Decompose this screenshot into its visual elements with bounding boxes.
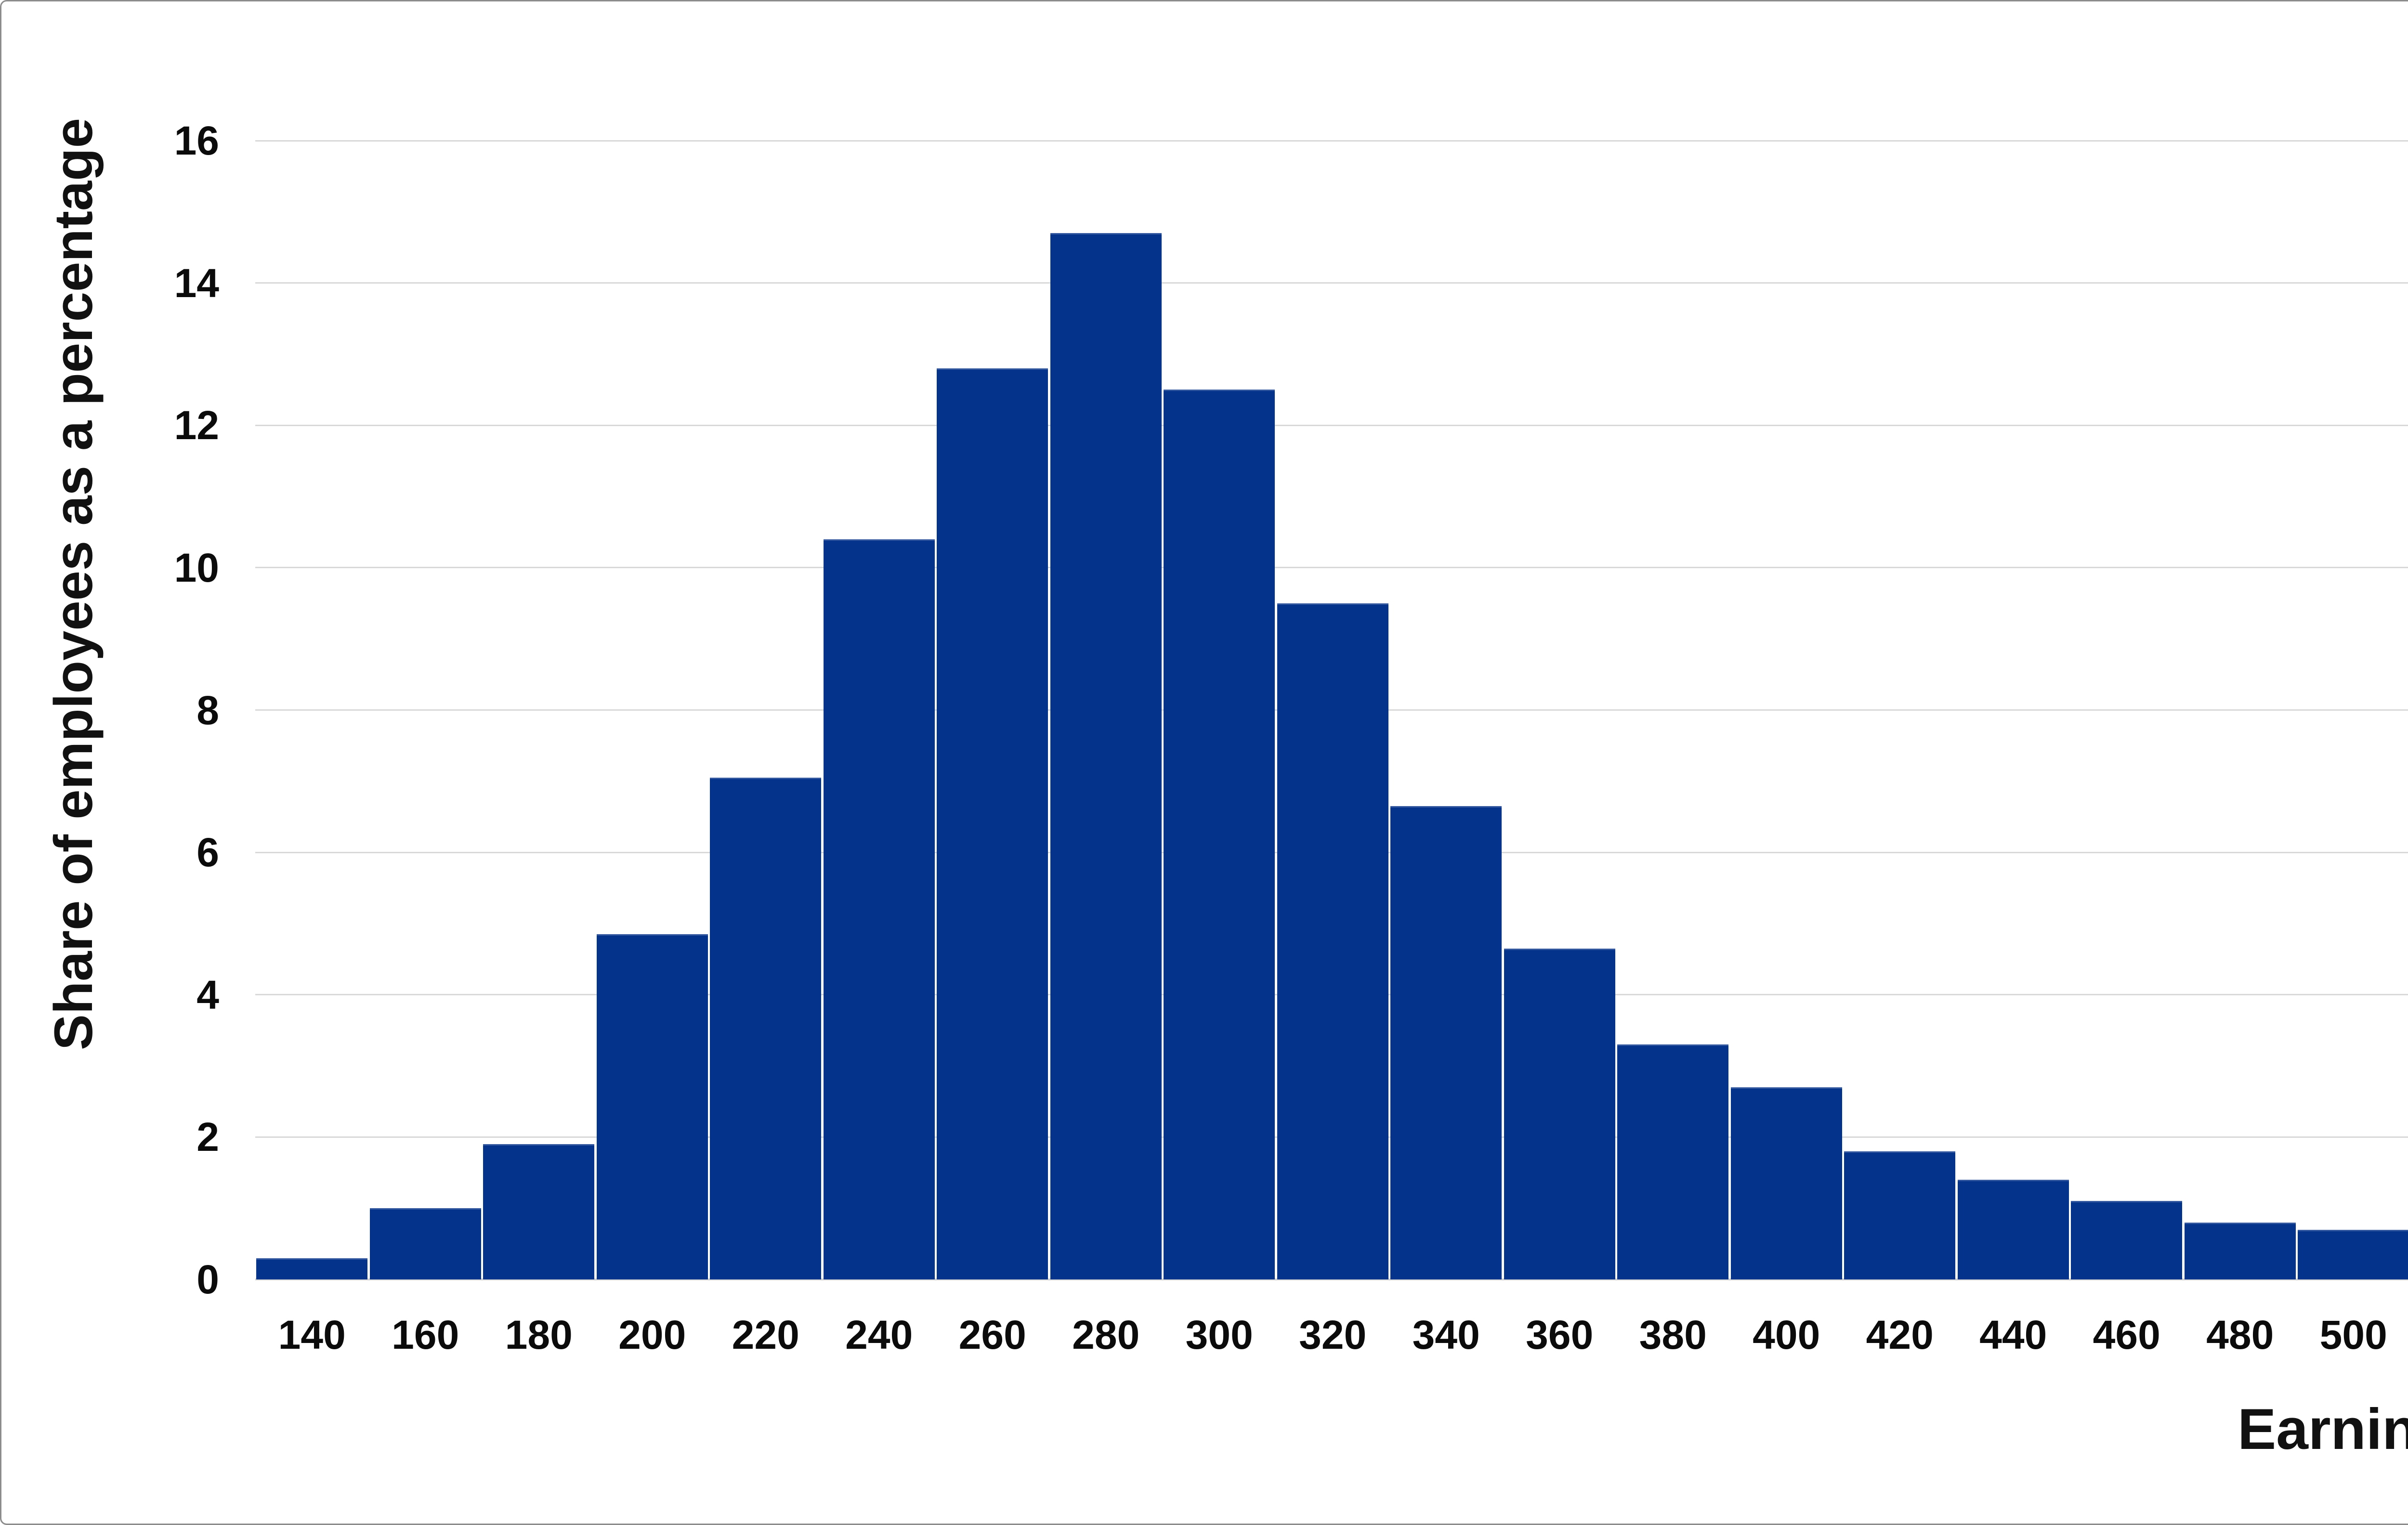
x-tick-label-220: 220	[732, 1312, 799, 1357]
y-tick-label-10: 10	[174, 545, 219, 590]
histogram-bar-480	[2184, 1222, 2296, 1279]
y-tick-label-16: 16	[174, 118, 219, 163]
y-tick-label-0: 0	[196, 1257, 219, 1302]
x-tick-label-420: 420	[1866, 1312, 1934, 1357]
x-tick-label-440: 440	[1979, 1312, 2047, 1357]
x-tick-label-400: 400	[1753, 1312, 1820, 1357]
histogram-bar-460	[2071, 1201, 2183, 1279]
histogram-bar-220	[710, 777, 822, 1279]
histogram-bar-380	[1617, 1044, 1729, 1279]
plot-area	[255, 140, 2408, 1280]
x-tick-label-280: 280	[1072, 1312, 1140, 1357]
gridline-y-14	[255, 282, 2408, 284]
histogram-bar-140	[256, 1258, 368, 1279]
histogram-bar-360	[1504, 948, 1615, 1279]
gridline-y-12	[255, 424, 2408, 426]
x-axis-line	[255, 1278, 2408, 1280]
histogram-bar-180	[483, 1144, 595, 1279]
x-tick-label-140: 140	[278, 1312, 346, 1357]
histogram-bar-340	[1390, 806, 1502, 1279]
histogram-bar-200	[596, 934, 708, 1279]
histogram-bar-440	[1957, 1180, 2069, 1279]
x-tick-label-300: 300	[1185, 1312, 1253, 1357]
histogram-bar-280	[1050, 233, 1162, 1279]
histogram-bar-300	[1164, 390, 1275, 1279]
y-axis-title: Share of employees as a percentage	[43, 118, 104, 1050]
y-tick-label-8: 8	[196, 687, 219, 733]
histogram-bar-420	[1844, 1151, 1956, 1279]
x-tick-label-240: 240	[845, 1312, 913, 1357]
x-tick-label-200: 200	[618, 1312, 686, 1357]
histogram-bar-500	[2298, 1229, 2408, 1279]
x-tick-label-460: 460	[2093, 1312, 2160, 1357]
x-tick-label-340: 340	[1412, 1312, 1480, 1357]
x-tick-label-380: 380	[1639, 1312, 1707, 1357]
y-tick-label-12: 12	[174, 403, 219, 448]
histogram-bar-400	[1730, 1087, 1842, 1279]
y-tick-label-14: 14	[174, 260, 219, 306]
x-tick-label-360: 360	[1526, 1312, 1594, 1357]
y-tick-label-4: 4	[196, 972, 219, 1017]
y-tick-label-6: 6	[196, 830, 219, 875]
histogram-bar-160	[369, 1208, 481, 1279]
x-tick-label-160: 160	[392, 1312, 459, 1357]
gridline-y-10	[255, 567, 2408, 569]
y-tick-label-2: 2	[196, 1114, 219, 1160]
x-tick-label-320: 320	[1299, 1312, 1367, 1357]
gridline-y-16	[255, 140, 2408, 142]
histogram-bar-260	[937, 368, 1048, 1279]
x-tick-label-260: 260	[958, 1312, 1026, 1357]
x-tick-label-500: 500	[2319, 1312, 2387, 1357]
x-tick-label-180: 180	[505, 1312, 573, 1357]
histogram-bar-320	[1277, 603, 1388, 1279]
x-axis-title: Earnings per hour worked in DKK	[2238, 1397, 2408, 1461]
x-tick-label-480: 480	[2206, 1312, 2274, 1357]
histogram-bar-240	[823, 539, 935, 1279]
